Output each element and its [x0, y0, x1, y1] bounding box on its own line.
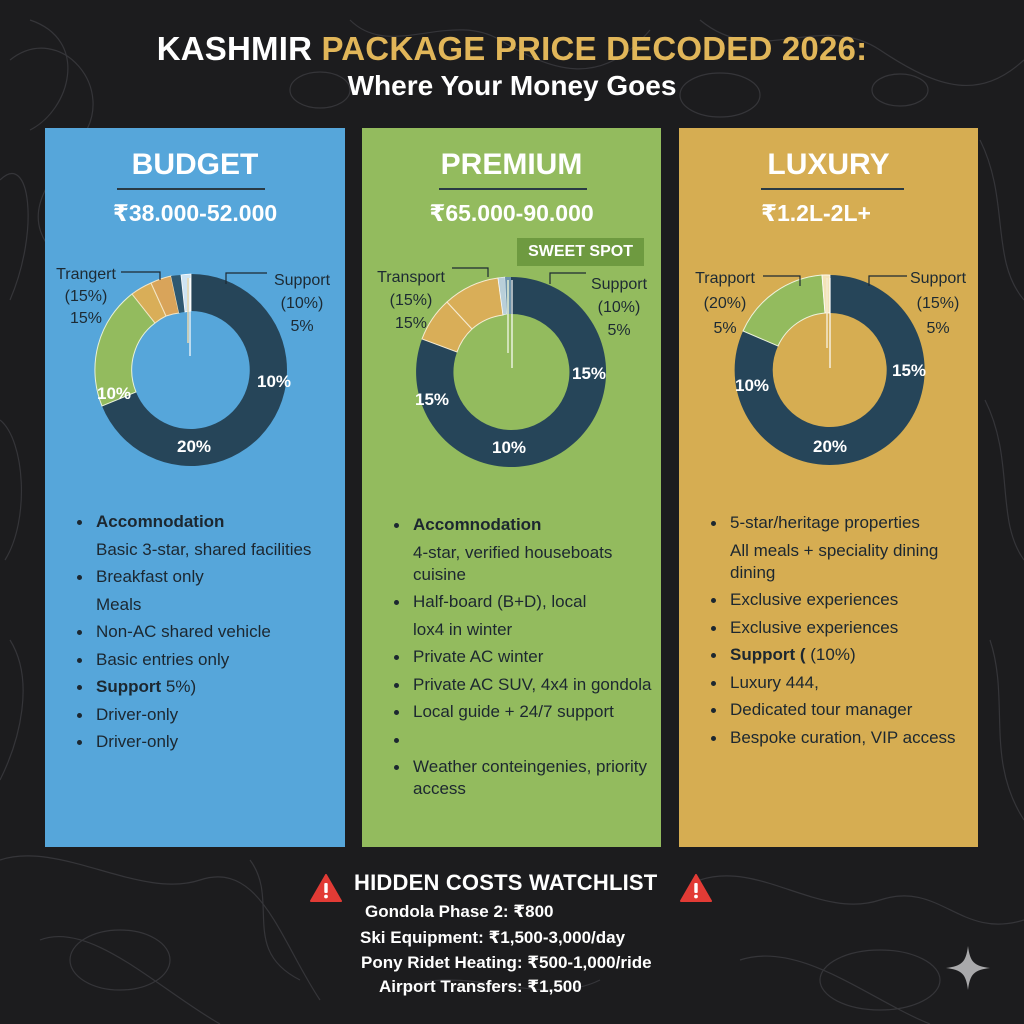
page-subtitle: Where Your Money Goes — [347, 70, 677, 101]
title-part-white: KASHMIR — [156, 30, 313, 67]
list-item: Support ( (10%) — [709, 644, 970, 666]
label-line: Support — [273, 272, 331, 289]
list-item: 5-star/heritage properties — [709, 512, 970, 534]
list-item: All meals + speciality dining dining — [730, 540, 939, 582]
warning-triangle-icon — [310, 874, 342, 902]
list-item: Dedicated tour manager — [709, 699, 970, 721]
donut-chart-luxury — [734, 274, 925, 465]
tier-title: LUXURY — [767, 148, 890, 181]
list-item: lox4 in winter — [413, 619, 513, 639]
tier-card-budget: BUDGET ₹38.000-52.000 Trangert (15%) 15%… — [45, 128, 345, 847]
label-line: Trapport — [695, 270, 755, 287]
feature-list: Accomnodation 4-star, verified houseboat… — [392, 514, 653, 806]
list-item — [392, 729, 653, 751]
title-divider — [117, 188, 265, 190]
list-item: Luxury 444, — [709, 672, 970, 694]
donut-label-left: Transport (15%) 15% — [368, 266, 454, 335]
list-item: Accomnodation — [75, 511, 337, 533]
page-title: KASHMIR PACKAGE PRICE DECODED 2026: — [0, 30, 1024, 68]
tier-card-luxury: LUXURY ₹1.2L-2L+ Trapport (20%) 5% Suppo… — [679, 128, 978, 847]
donut-label-right: Support (10%) 5% — [267, 269, 337, 338]
label-line: (10%) — [280, 295, 324, 312]
list-item: Local guide + 24/7 support — [392, 701, 653, 723]
donut-label-right: Support (10%) 5% — [584, 273, 654, 342]
list-item: Exclusive experiences — [709, 617, 970, 639]
donut-chart-premium — [416, 267, 607, 467]
label-line: (15%) — [389, 292, 433, 309]
ring-label-right: 10% — [257, 372, 292, 391]
tier-title: BUDGET — [131, 148, 259, 181]
list-item: 4-star, verified houseboats cuisine — [413, 542, 613, 584]
list-item: Accomnodation — [392, 514, 653, 536]
title-part-gold: PACKAGE PRICE DECODED 2026: — [321, 30, 868, 67]
hidden-costs-title: HIDDEN COSTS WATCHLIST — [354, 870, 658, 895]
hidden-cost-item: Gondola Phase 2: ₹800 — [365, 902, 554, 921]
ring-label-bottom: 20% — [813, 437, 848, 456]
label-line: 5% — [607, 322, 631, 339]
list-item: Private AC winter — [392, 646, 653, 668]
tier-title: PREMIUM — [440, 148, 583, 181]
list-item: Weather conteingenies, priority access — [392, 756, 653, 800]
ring-label-left: 15% — [415, 390, 450, 409]
label-line: (15%) — [916, 295, 960, 312]
ring-label-left: 10% — [97, 384, 132, 403]
list-item: Half-board (B+D), local — [392, 591, 653, 613]
ring-label-bottom: 10% — [492, 438, 527, 457]
ring-label-left: 10% — [735, 376, 770, 395]
hidden-cost-item: Airport Transfers: ₹1,500 — [379, 977, 582, 996]
label-line: 15% — [69, 310, 103, 327]
hidden-cost-item: Ski Equipment: ₹1,500-3,000/day — [360, 928, 626, 947]
list-item: Breakfast only — [75, 566, 337, 588]
label-line: (10%) — [597, 299, 641, 316]
title-divider — [439, 188, 587, 190]
tier-price: ₹65.000-90.000 — [429, 200, 594, 226]
donut-chart-budget — [94, 271, 287, 467]
list-item: Basic 3-star, shared facilities — [96, 539, 312, 559]
ring-label-right: 15% — [572, 364, 607, 383]
list-item: Non-AC shared vehicle — [75, 621, 337, 643]
tier-price: ₹38.000-52.000 — [112, 200, 278, 226]
donut-label-left: Trangert (15%) 15% — [51, 264, 121, 330]
tier-price: ₹1.2L-2L+ — [761, 200, 871, 226]
sparkle-icon — [946, 946, 990, 990]
feature-list: Accomnodation Basic 3-star, shared facil… — [75, 511, 337, 759]
feature-list: 5-star/heritage properties All meals + s… — [709, 512, 970, 754]
label-line: (15%) — [64, 288, 108, 305]
label-line: Transport — [377, 269, 445, 286]
label-line: Support — [909, 270, 967, 287]
ring-label-bottom: 20% — [177, 437, 212, 456]
title-divider — [761, 188, 904, 190]
list-item: Bespoke curation, VIP access — [709, 727, 970, 749]
ring-label-right: 15% — [892, 361, 927, 380]
list-item: Driver-only — [75, 731, 337, 753]
donut-label-left: Trapport (20%) 5% — [687, 266, 763, 341]
list-item: Basic entries only — [75, 649, 337, 671]
list-item: Exclusive experiences — [709, 589, 970, 611]
label-line: Trangert — [56, 266, 116, 283]
list-item: Private AC SUV, 4x4 in gondola — [392, 674, 653, 696]
donut-label-right: Support (15%) 5% — [903, 266, 973, 341]
warning-triangle-icon — [680, 874, 712, 902]
tier-card-premium: PREMIUM ₹65.000-90.000 SWEET SPOT Transp… — [362, 128, 661, 847]
label-line: 5% — [713, 320, 737, 337]
list-item: Meals — [96, 594, 142, 614]
hidden-cost-item: Pony Ridet Heating: ₹500-1,000/ride — [361, 953, 652, 972]
sweet-spot-badge: SWEET SPOT — [517, 238, 644, 266]
label-line: (20%) — [703, 295, 747, 312]
list-item: Driver-only — [75, 704, 337, 726]
label-line: 5% — [290, 318, 314, 335]
list-item: Support 5%) — [75, 676, 337, 698]
label-line: Support — [590, 276, 648, 293]
label-line: 15% — [394, 315, 428, 332]
label-line: 5% — [926, 320, 950, 337]
